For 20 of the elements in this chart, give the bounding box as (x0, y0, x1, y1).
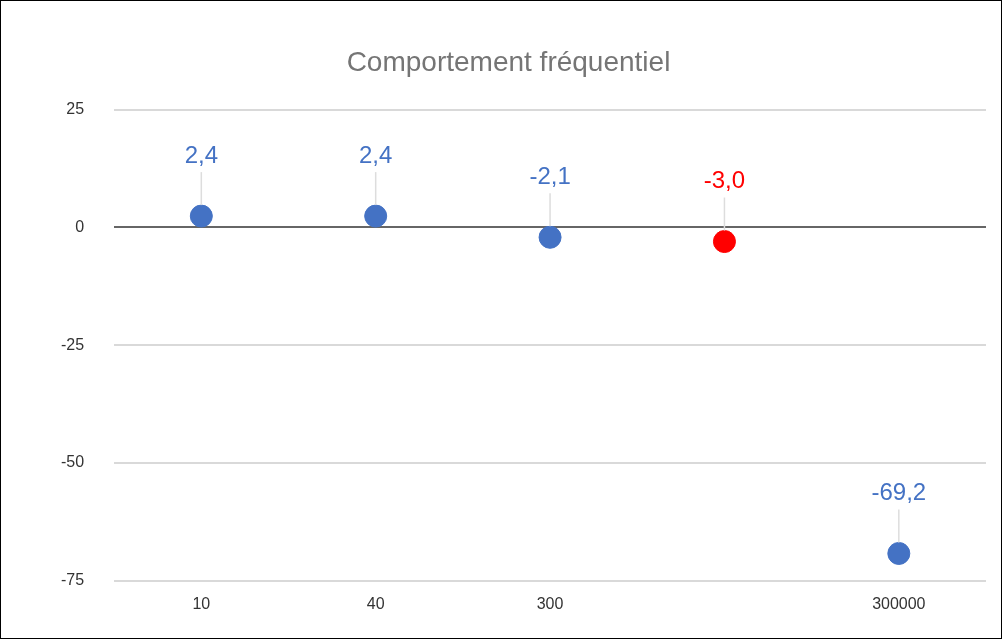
point (364, 204, 388, 228)
y-tick-label: 25 (66, 100, 85, 118)
y-tick-label: -25 (61, 335, 85, 353)
x-tick-label: 10 (192, 594, 211, 612)
data-label: -69,2 (871, 478, 927, 506)
y-tick-label: -75 (61, 571, 85, 589)
data-label: 2,4 (184, 140, 218, 168)
data-label: 2,4 (359, 140, 393, 168)
data-label: -2,1 (529, 161, 571, 189)
chart-title: Comportement fréquentiel (346, 45, 671, 77)
x-tick-label: 40 (366, 594, 385, 612)
point (538, 225, 562, 249)
point (712, 230, 736, 254)
data-label: -3,0 (703, 166, 746, 194)
x-tick-label: 300 (536, 594, 564, 612)
y-tick-label: 0 (75, 217, 85, 235)
x-tick-label: 300000 (872, 594, 926, 612)
point (887, 541, 911, 565)
y-tick-label: -50 (61, 453, 85, 471)
point (189, 204, 213, 228)
